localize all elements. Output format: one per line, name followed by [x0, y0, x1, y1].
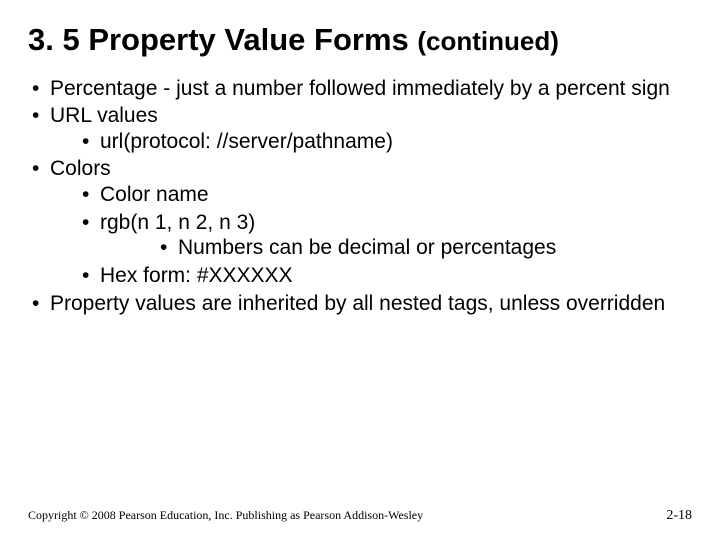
list-item: url(protocol: //server/pathname)	[50, 129, 692, 155]
slide-title: 3. 5 Property Value Forms (continued)	[28, 22, 692, 58]
bullet-text: Color name	[100, 183, 209, 206]
slide-footer: Copyright © 2008 Pearson Education, Inc.…	[28, 508, 692, 524]
bullet-list: Percentage - just a number followed imme…	[28, 76, 692, 316]
bullet-text: Colors	[50, 157, 111, 180]
list-item: Colors Color name rgb(n 1, n 2, n 3) Num…	[28, 156, 692, 288]
bullet-text: Percentage - just a number followed imme…	[50, 77, 670, 100]
title-continued: (continued)	[417, 26, 559, 56]
copyright-text: Copyright © 2008 Pearson Education, Inc.…	[28, 508, 423, 523]
page-number: 2-18	[666, 508, 692, 524]
bullet-text: Hex form: #XXXXXX	[100, 264, 293, 287]
list-item: Color name	[50, 182, 692, 208]
bullet-text: rgb(n 1, n 2, n 3)	[100, 211, 255, 234]
list-item: URL values url(protocol: //server/pathna…	[28, 103, 692, 154]
bullet-text: Property values are inherited by all nes…	[50, 292, 665, 315]
bullet-sublist: url(protocol: //server/pathname)	[50, 129, 692, 155]
title-main: 3. 5 Property Value Forms	[28, 22, 417, 57]
list-item: Property values are inherited by all nes…	[28, 291, 692, 317]
slide-content: Percentage - just a number followed imme…	[28, 76, 692, 316]
bullet-text: url(protocol: //server/pathname)	[100, 130, 393, 153]
bullet-text: URL values	[50, 104, 158, 127]
list-item: Percentage - just a number followed imme…	[28, 76, 692, 102]
list-item: rgb(n 1, n 2, n 3) Numbers can be decima…	[50, 210, 692, 261]
bullet-sublist: Color name rgb(n 1, n 2, n 3) Numbers ca…	[50, 182, 692, 288]
slide: 3. 5 Property Value Forms (continued) Pe…	[0, 0, 720, 540]
bullet-subsublist: Numbers can be decimal or percentages	[100, 235, 692, 261]
bullet-text: Numbers can be decimal or percentages	[178, 236, 556, 259]
list-item: Hex form: #XXXXXX	[50, 263, 692, 289]
list-item: Numbers can be decimal or percentages	[100, 235, 692, 261]
